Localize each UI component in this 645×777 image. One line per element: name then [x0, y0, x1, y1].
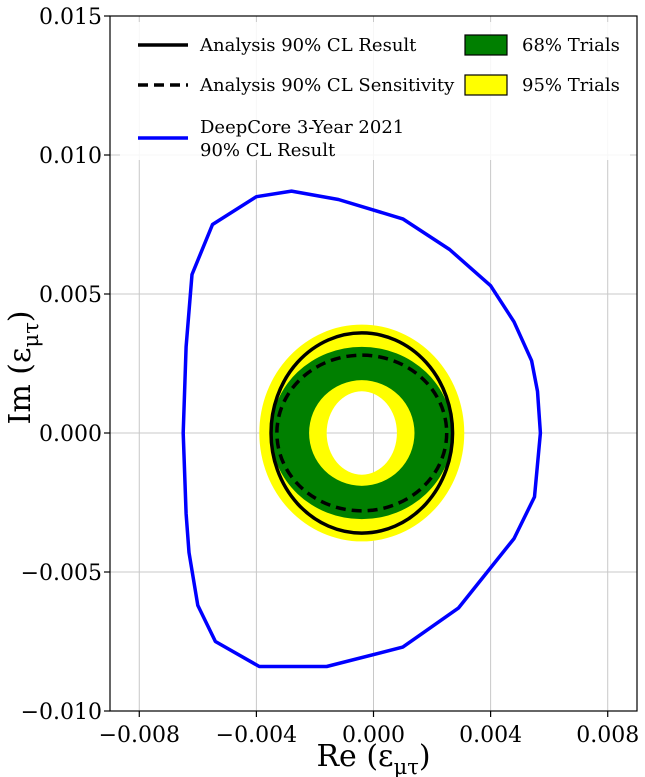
y-tick-label-4: 0.010	[39, 144, 102, 169]
y-axis-label: Im (εμτ)	[3, 310, 43, 424]
result-contour	[269, 331, 455, 535]
legend-label-95: 95% Trials	[522, 75, 620, 96]
y-tick-label-3: 0.005	[39, 283, 102, 308]
y-tick-label-1: −0.005	[21, 561, 102, 586]
legend-background	[120, 22, 630, 160]
legend-label-result: Analysis 90% CL Result	[199, 35, 417, 56]
x-tick-label-0: −0.008	[99, 723, 180, 748]
band-68	[271, 346, 453, 520]
x-tick-label-3: 0.004	[459, 723, 522, 748]
x-tick-label-1: −0.004	[216, 723, 297, 748]
legend-label-deepcore-line1: DeepCore 3-Year 2021	[200, 117, 404, 138]
x-axis-label: Re (εμτ)	[316, 739, 430, 777]
y-tick-label-2: 0.000	[39, 422, 102, 447]
x-tick-label-2: 0.000	[342, 723, 405, 748]
sensitivity-contour	[275, 353, 449, 513]
axis-ticks: −0.008 −0.004 0.000 0.004 0.008 −0.010 −0.005 0…	[21, 5, 640, 748]
deepcore-contour	[181, 189, 543, 669]
y-tick-label-5: 0.015	[39, 5, 102, 30]
legend-label-68: 68% Trials	[522, 35, 620, 56]
legend-label-sensitivity: Analysis 90% CL Sensitivity	[199, 75, 455, 96]
legend-swatch-68	[464, 34, 508, 56]
y-tick-label-0: −0.010	[21, 700, 102, 725]
trial-bands	[259, 324, 465, 542]
x-tick-label-4: 0.008	[576, 723, 639, 748]
contour-curves	[181, 189, 543, 669]
legend-swatch-95	[464, 74, 508, 96]
legend: Analysis 90% CL Result Analysis 90% CL S…	[120, 22, 630, 161]
legend-label-deepcore-line2: 90% CL Result	[200, 140, 336, 161]
